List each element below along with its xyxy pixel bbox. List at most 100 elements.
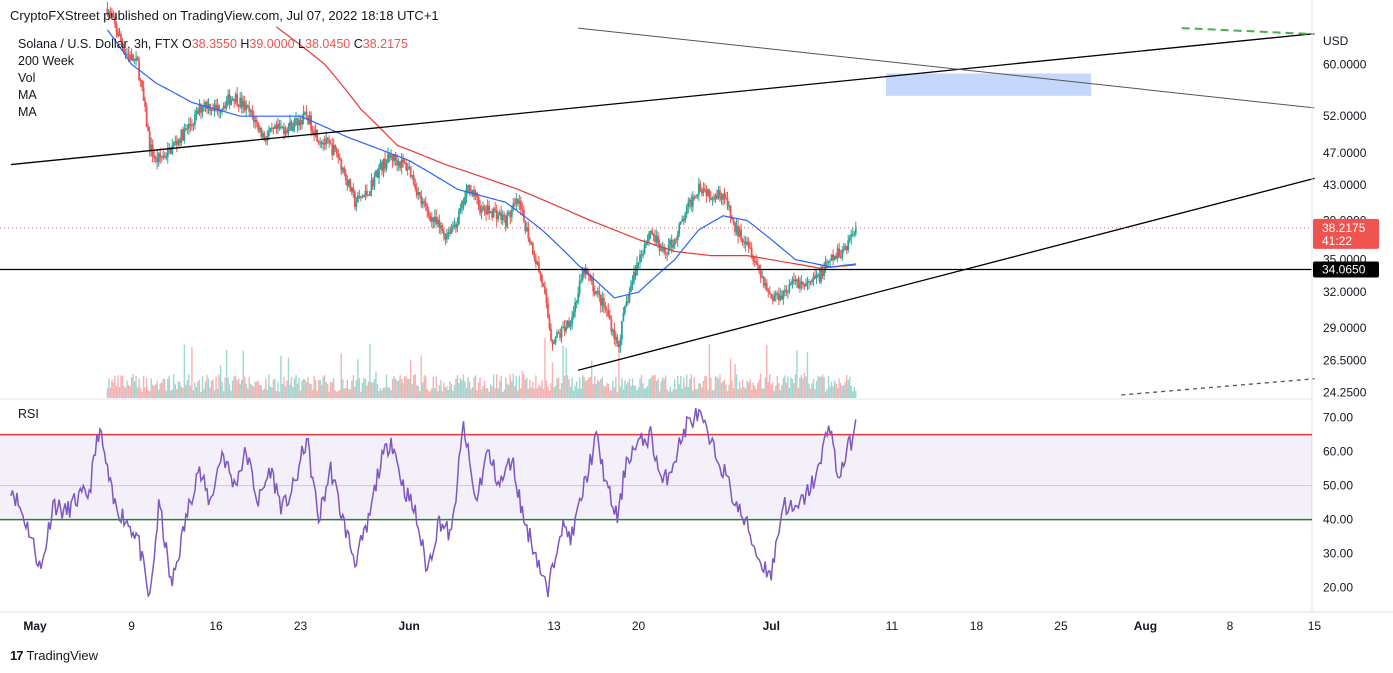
moving-averages-layer	[106, 26, 856, 299]
candle	[246, 104, 249, 107]
candle	[847, 240, 850, 251]
candle	[744, 241, 747, 245]
volume-bar	[265, 378, 267, 398]
candle	[328, 140, 331, 144]
candle	[299, 120, 302, 125]
candle	[204, 101, 207, 107]
candle	[725, 197, 727, 199]
rsi-pane-label[interactable]: RSI	[18, 407, 39, 421]
candle	[722, 194, 724, 200]
candle	[124, 52, 127, 55]
candle	[560, 327, 563, 338]
volume-bar	[750, 389, 753, 398]
candle	[153, 156, 156, 158]
volume-bar	[523, 374, 525, 398]
candle	[373, 176, 376, 187]
volume-bar	[114, 375, 116, 398]
volume-bar	[298, 377, 300, 398]
candle	[705, 189, 708, 196]
volume-bar	[372, 382, 374, 398]
candle	[589, 275, 592, 281]
candle	[548, 317, 551, 329]
candle	[210, 109, 213, 111]
candle	[669, 239, 672, 245]
rsi-axis[interactable]: 70.00 60.00 50.00 40.00 30.00 20.00	[1323, 411, 1353, 595]
volume-bar	[414, 374, 416, 398]
candle	[627, 301, 629, 303]
candle	[307, 116, 309, 124]
candle	[504, 216, 507, 227]
candle	[737, 225, 739, 237]
candle	[233, 98, 236, 102]
candle	[621, 321, 623, 340]
legend-indicator-200-week[interactable]: 200 Week	[18, 54, 75, 68]
candle	[200, 105, 202, 113]
volume-bar	[530, 387, 533, 398]
time-axis[interactable]: May 9 16 23 Jun 13 20 Jul 11 18 25 Aug 8 15	[23, 619, 1321, 633]
candle	[147, 126, 150, 132]
candle	[624, 306, 626, 313]
legend-indicator-volume[interactable]: Vol	[18, 71, 36, 85]
volume-bar	[121, 375, 124, 398]
volume-bar	[467, 376, 469, 398]
volume-bar	[245, 383, 247, 398]
candle	[420, 195, 423, 205]
volume-bar	[177, 381, 180, 398]
volume-bar	[313, 375, 315, 398]
volume-bar	[711, 390, 714, 398]
candle	[829, 260, 832, 262]
candle	[257, 122, 260, 131]
candle	[417, 191, 420, 196]
candle	[545, 293, 548, 304]
volume-bar	[545, 380, 548, 398]
volume-bar	[833, 380, 836, 398]
volume-bar	[737, 389, 739, 398]
volume-bar	[191, 347, 193, 398]
candle	[181, 129, 184, 141]
candle	[186, 128, 189, 130]
volume-bar	[355, 379, 358, 398]
volume-bar	[778, 382, 780, 398]
candle	[203, 106, 205, 108]
legend-indicator-ma-2[interactable]: MA	[18, 105, 37, 119]
volume-bar	[310, 384, 312, 398]
volume-bar	[817, 375, 819, 398]
volume-bar	[820, 376, 822, 398]
candle	[639, 254, 641, 263]
volume-bar	[444, 387, 447, 398]
volume-bar	[506, 383, 508, 398]
volume-bar	[434, 388, 436, 398]
candle	[691, 196, 694, 207]
candle	[242, 101, 245, 108]
volume-bar	[231, 380, 234, 398]
volume-bar	[480, 389, 483, 398]
candle	[697, 183, 700, 194]
candle	[544, 286, 546, 294]
volume-bar	[731, 380, 733, 398]
candle	[655, 236, 658, 242]
legend-indicator-ma-1[interactable]: MA	[18, 88, 37, 102]
volume-bar	[361, 383, 364, 398]
candle	[694, 196, 697, 198]
volume-bar	[485, 388, 487, 398]
volume-bar	[346, 379, 349, 398]
candle	[160, 156, 163, 158]
symbol-name[interactable]: Solana / U.S. Dollar, 3h, FTX	[18, 37, 179, 51]
volume-bar	[692, 390, 694, 398]
volume-bar	[248, 376, 250, 398]
volume-bar	[794, 374, 797, 398]
candle	[599, 294, 602, 306]
candle	[808, 281, 810, 283]
candle	[823, 268, 825, 276]
legend-symbol-row[interactable]: Solana / U.S. Dollar, 3h, FTX O38.3550 H…	[18, 36, 408, 53]
candle	[406, 169, 409, 171]
candle	[812, 276, 815, 281]
volume-bar	[532, 381, 534, 398]
volume-bar	[275, 391, 278, 398]
candle	[230, 99, 233, 105]
candle	[636, 262, 638, 276]
volume-bar	[788, 388, 791, 398]
candle	[455, 224, 457, 228]
